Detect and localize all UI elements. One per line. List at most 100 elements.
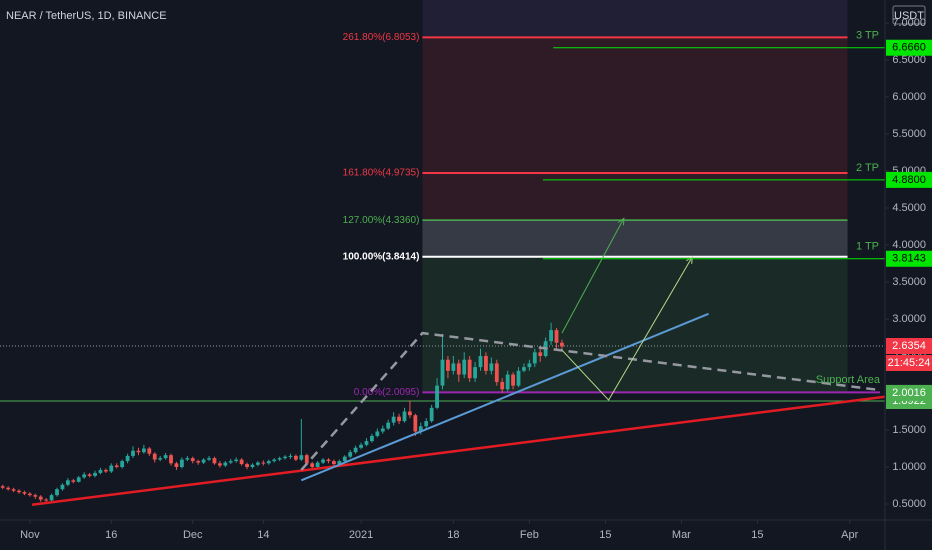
- candle-body: [109, 465, 114, 472]
- y-tick-label: 6.0000: [892, 91, 926, 103]
- candle-body: [549, 330, 553, 342]
- fib-label: 100.00%(3.8414): [343, 251, 420, 262]
- candle-body: [359, 444, 363, 448]
- x-tick-label: Apr: [841, 529, 858, 541]
- arrow-head: [617, 217, 625, 226]
- candle-body: [380, 428, 385, 432]
- candle-body: [114, 465, 119, 468]
- candle-body: [245, 464, 249, 468]
- candle-body: [22, 492, 27, 494]
- target-tag: [886, 171, 932, 188]
- fib-label: 127.00%(4.3360): [343, 215, 420, 226]
- candle-body: [131, 450, 135, 456]
- candle-body: [386, 422, 391, 429]
- arrow-head: [686, 255, 693, 264]
- candle-body: [152, 453, 157, 460]
- candle-body: [44, 499, 49, 501]
- candle-body: [332, 461, 336, 465]
- candle-body: [424, 421, 429, 427]
- fib-label: 161.80%(4.9735): [343, 168, 420, 179]
- symbol-header: NEAR / TetherUS, 1D, BINANCE: [6, 10, 167, 22]
- x-tick-label: 15: [599, 529, 611, 541]
- candle-body: [321, 459, 325, 463]
- arrow: [561, 218, 625, 334]
- candle-body: [353, 447, 358, 453]
- target-tag: [886, 39, 932, 56]
- fib-zone: [422, 172, 848, 221]
- candle-body: [451, 363, 456, 371]
- candle-body: [158, 458, 163, 460]
- candle-body: [55, 489, 59, 496]
- candle-body: [223, 462, 228, 466]
- candle-body: [440, 359, 445, 386]
- candle-body: [500, 381, 505, 390]
- candle-body: [93, 472, 97, 476]
- support-tag-label: 2.0016: [892, 387, 926, 399]
- target-tag-label: 3.8143: [892, 253, 926, 265]
- candle-body: [190, 458, 195, 462]
- candle-body: [201, 459, 206, 463]
- y-tick-label: 0.5000: [892, 498, 926, 510]
- candle-body: [125, 455, 130, 462]
- candle-body: [261, 462, 266, 464]
- y-tick-label: 6.5000: [892, 54, 926, 66]
- candle-body: [505, 374, 510, 390]
- candle-body: [65, 480, 70, 485]
- candle-body: [489, 363, 494, 371]
- fib-label: 261.80%(6.8053): [343, 32, 420, 43]
- x-tick-label: 14: [257, 529, 269, 541]
- candle-body: [82, 474, 87, 478]
- candle-body: [27, 493, 32, 496]
- candle-body: [6, 487, 11, 490]
- fib-zone: [422, 220, 848, 257]
- last-price-tag-label: 2.6354: [892, 340, 926, 352]
- arrow: [561, 256, 693, 401]
- candle-body: [467, 359, 472, 379]
- candle-body: [391, 416, 396, 423]
- trendline: [300, 331, 881, 471]
- candle-body: [435, 385, 439, 408]
- fib-zone: [422, 37, 848, 173]
- candle-body: [174, 463, 179, 468]
- candle-body: [11, 489, 16, 491]
- y-tick-label: 5.5000: [892, 128, 926, 140]
- candle-body: [0, 486, 5, 488]
- candle-body: [266, 461, 271, 464]
- candle-body: [179, 459, 184, 468]
- candle-body: [38, 496, 43, 500]
- y-tick-label: 7.0000: [892, 17, 926, 29]
- candle-body: [364, 441, 369, 445]
- candle-body: [294, 455, 298, 460]
- x-tick-label: 2021: [349, 529, 373, 541]
- target-name: 1 TP: [856, 241, 879, 253]
- y-tick-label: 3.5000: [892, 276, 926, 288]
- x-tick-label: Feb: [520, 529, 539, 541]
- candle-body: [429, 407, 434, 422]
- candle-body: [212, 458, 217, 464]
- candle-body: [33, 495, 38, 497]
- candle-body: [337, 461, 342, 465]
- fib-label: 0.00%(2.0095): [354, 387, 420, 398]
- candle-body: [413, 415, 418, 432]
- candle-body: [418, 426, 423, 432]
- last-price-tag: [886, 337, 932, 354]
- currency[interactable]: USDT: [894, 10, 924, 22]
- candle-body: [304, 455, 309, 464]
- candle-body: [185, 458, 190, 460]
- candle-body: [516, 370, 521, 386]
- currency-box[interactable]: [892, 5, 926, 25]
- candle-body: [342, 456, 347, 462]
- countdown: 21:45:24: [888, 357, 931, 369]
- candle-body: [277, 458, 282, 460]
- candle-body: [147, 448, 152, 454]
- candle-body: [446, 359, 450, 371]
- candle-body: [272, 459, 277, 462]
- candle-body: [462, 359, 467, 375]
- candle-body: [283, 456, 287, 459]
- support-label: Support Area: [816, 374, 881, 386]
- candle-body: [71, 480, 76, 482]
- y-tick-label: 3.0000: [892, 313, 926, 325]
- candle-body: [163, 455, 168, 459]
- candle-body: [87, 474, 92, 476]
